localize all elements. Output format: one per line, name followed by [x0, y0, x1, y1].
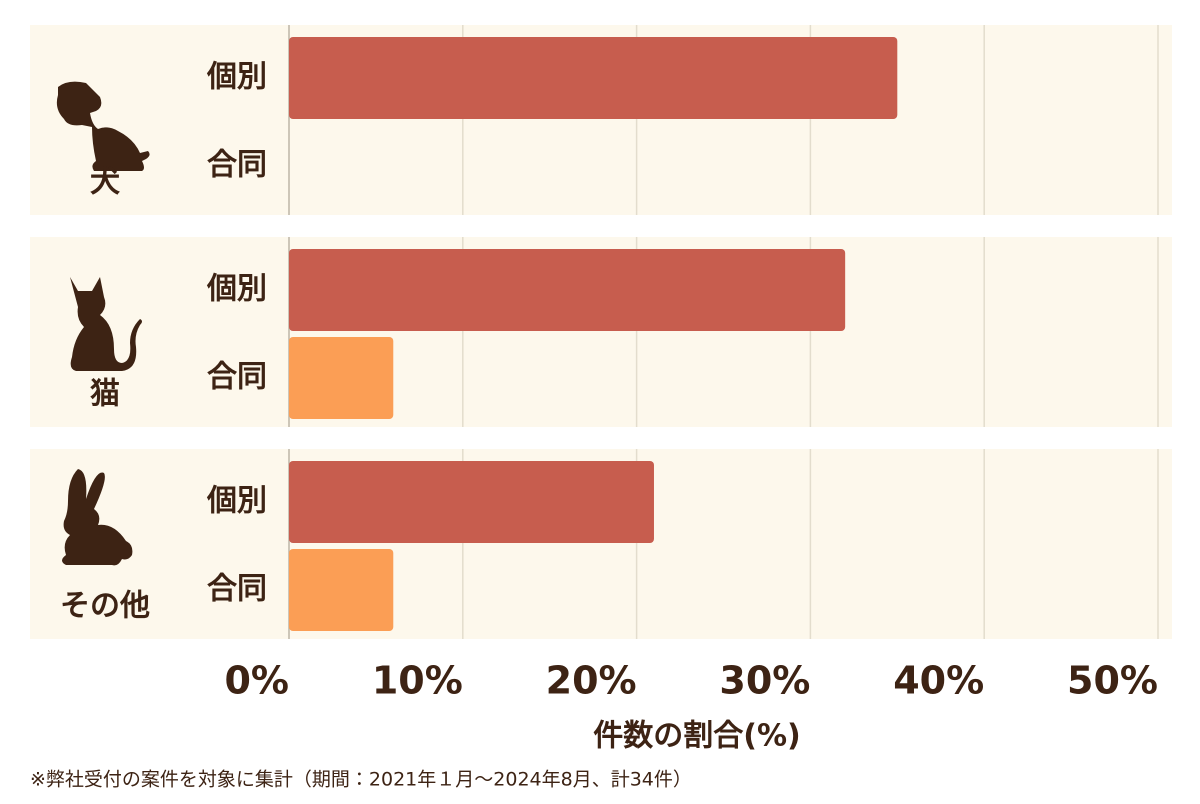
- row-label: 合同: [207, 148, 267, 183]
- animal-icon: [62, 469, 133, 566]
- x-tick-label: 10%: [372, 659, 463, 703]
- row-label: 個別: [206, 60, 267, 95]
- bar: [289, 461, 654, 543]
- row-label: 合同: [207, 572, 267, 607]
- x-axis-label: 件数の割合(%): [593, 719, 800, 754]
- x-tick-label: 20%: [546, 659, 637, 703]
- animal-icon: [56, 81, 150, 171]
- x-tick-label: 0%: [224, 659, 289, 703]
- bar: [289, 337, 394, 419]
- bar: [289, 549, 394, 631]
- row-label: 合同: [207, 360, 267, 395]
- row-label: 個別: [206, 484, 267, 519]
- group-label: 猫: [90, 377, 120, 412]
- footnote: ※弊社受付の案件を対象に集計（期間：2021年１月〜2024年8月、計34件）: [30, 769, 692, 791]
- x-tick-label: 30%: [719, 659, 810, 703]
- bar: [289, 249, 846, 331]
- bar: [289, 37, 898, 119]
- row-label: 個別: [206, 272, 267, 307]
- group-label: その他: [60, 589, 150, 624]
- animal-icon: [70, 277, 142, 371]
- x-tick-label: 50%: [1067, 659, 1158, 703]
- x-tick-label: 40%: [893, 659, 984, 703]
- group-label: 犬: [90, 165, 120, 200]
